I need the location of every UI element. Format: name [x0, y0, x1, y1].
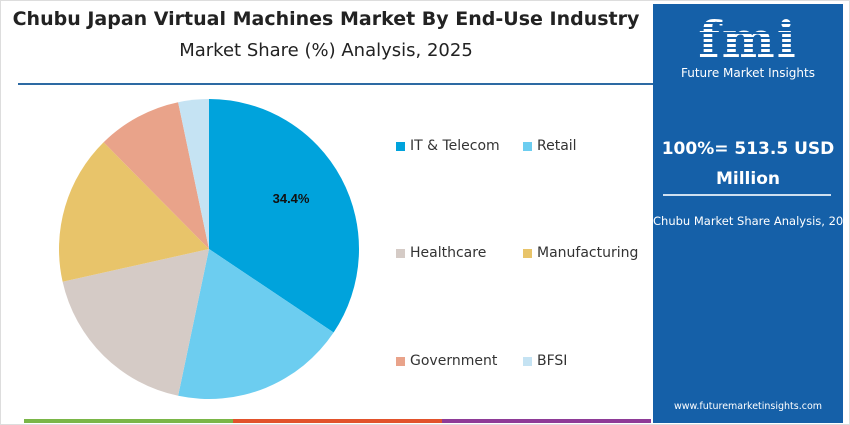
- legend-item: Retail: [523, 138, 577, 154]
- legend-label: Retail: [537, 138, 577, 154]
- legend-item: BFSI: [523, 353, 567, 369]
- pie-slice-healthcare: [62, 249, 209, 396]
- chart-title: Chubu Japan Virtual Machines Market By E…: [12, 8, 640, 30]
- legend-swatch: [396, 356, 405, 366]
- color-bar-segment: [442, 419, 651, 423]
- title-divider: [18, 83, 658, 85]
- panel-subtitle: Chubu Market Share Analysis, 2025: [653, 214, 850, 228]
- info-panel: fmi Future Market Insights 100%= 513.5 U…: [653, 4, 850, 423]
- legend-label: IT & Telecom: [410, 138, 500, 154]
- legend-item: Government: [396, 353, 497, 369]
- pie-slice-manufacturing: [59, 142, 210, 282]
- website-link[interactable]: www.futuremarketinsights.com: [673, 401, 823, 412]
- pie-slice-bfsi: [178, 99, 209, 249]
- logo-subtitle: Future Market Insights: [680, 66, 815, 80]
- legend-label: Manufacturing: [537, 245, 639, 261]
- panel-divider: [663, 194, 831, 196]
- legend-label: Healthcare: [410, 245, 487, 261]
- pie-slice-it-telecom: [209, 99, 360, 333]
- legend-swatch: [523, 248, 532, 258]
- legend-swatch: [523, 141, 532, 151]
- legend-label: BFSI: [537, 353, 568, 369]
- pie-slice-government: [103, 102, 209, 250]
- legend-label: Government: [410, 353, 498, 369]
- slice-data-label: 34.4%: [273, 191, 310, 206]
- legend-swatch: [396, 248, 405, 258]
- legend-item: Manufacturing: [523, 245, 638, 261]
- color-bar-segment: [233, 419, 442, 423]
- pie-chart: 34.4%: [59, 99, 360, 399]
- legend-item: IT & Telecom: [396, 138, 500, 154]
- market-total: 100%= 513.5 USD Million: [661, 139, 835, 189]
- legend-swatch: [523, 356, 532, 366]
- logo-text: fmi: [653, 14, 843, 66]
- legend-swatch: [396, 141, 405, 151]
- chart-subtitle: Market Share (%) Analysis, 2025: [179, 40, 473, 61]
- color-bar-segment: [24, 419, 233, 423]
- fmi-logo: fmi Future Market Insights: [653, 14, 843, 81]
- bottom-color-bar: [24, 419, 651, 423]
- pie-slice-retail: [178, 249, 334, 399]
- legend-item: Healthcare: [396, 245, 486, 261]
